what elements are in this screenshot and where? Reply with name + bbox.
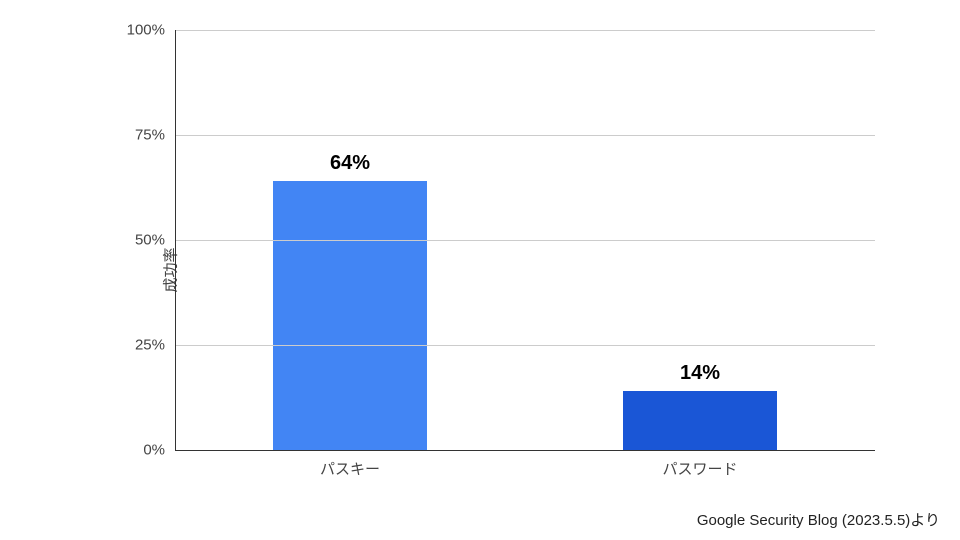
y-tick-label: 50% bbox=[135, 232, 165, 249]
grid-line bbox=[175, 30, 875, 31]
y-tick-label: 25% bbox=[135, 337, 165, 354]
y-tick-label: 100% bbox=[127, 22, 165, 39]
grid-line bbox=[175, 450, 875, 451]
y-tick-label: 75% bbox=[135, 127, 165, 144]
bar-chart: 成功率 64%14% 0%25%50%75%100%パスキーパスワード bbox=[100, 20, 890, 480]
y-tick-label: 0% bbox=[143, 442, 165, 459]
x-tick-label: パスワード bbox=[662, 458, 737, 479]
bar: 64% bbox=[273, 181, 427, 450]
chart-caption: Google Security Blog (2023.5.5)より bbox=[697, 509, 940, 530]
y-axis-line bbox=[175, 30, 176, 450]
grid-line bbox=[175, 135, 875, 136]
bar-value-label: 14% bbox=[680, 362, 720, 385]
grid-line bbox=[175, 345, 875, 346]
bar-value-label: 64% bbox=[330, 152, 370, 175]
grid-line bbox=[175, 240, 875, 241]
plot-area: 64%14% 0%25%50%75%100%パスキーパスワード bbox=[175, 30, 875, 450]
bar: 14% bbox=[623, 391, 777, 450]
x-tick-label: パスキー bbox=[320, 458, 380, 479]
